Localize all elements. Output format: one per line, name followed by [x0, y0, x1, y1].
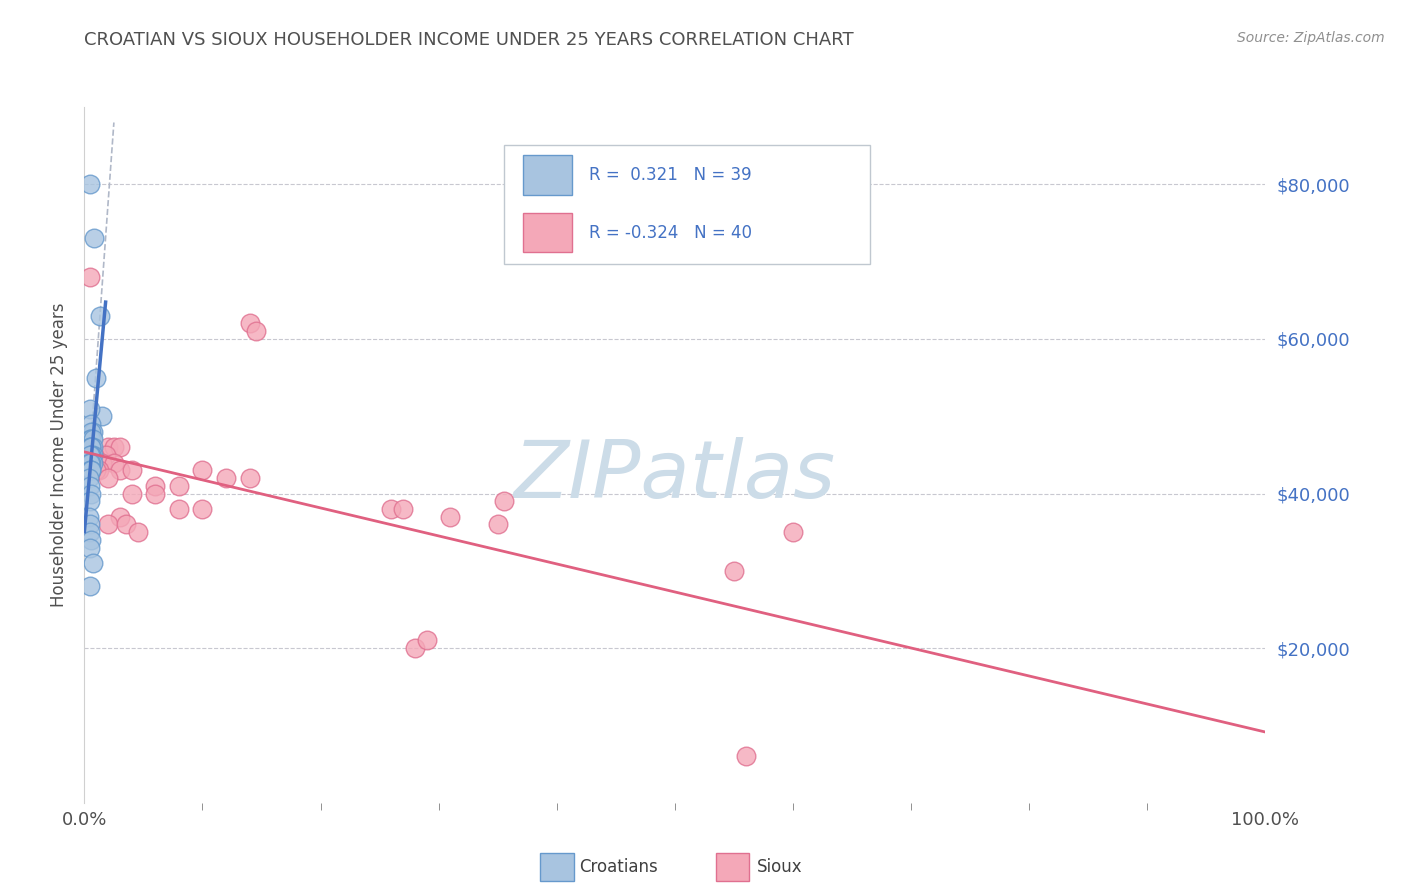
- Text: R =  0.321   N = 39: R = 0.321 N = 39: [589, 166, 751, 184]
- Point: [79, 433, 101, 447]
- Point: [87, 463, 110, 477]
- Point: [79, 440, 101, 454]
- Point: [80, 533, 103, 547]
- Y-axis label: Householder Income Under 25 years: Householder Income Under 25 years: [51, 302, 69, 607]
- Point: [80, 440, 103, 454]
- Point: [80, 417, 103, 431]
- Point: [108, 440, 131, 454]
- Point: [79, 456, 101, 470]
- Point: [79, 401, 101, 416]
- Point: [82, 425, 104, 439]
- Point: [79, 494, 101, 508]
- Point: [80, 433, 103, 447]
- Point: [97, 471, 120, 485]
- Point: [91, 456, 114, 470]
- Point: [79, 456, 101, 470]
- Point: [89, 309, 111, 323]
- Text: Croatians: Croatians: [579, 858, 658, 876]
- Point: [121, 486, 143, 500]
- Point: [79, 579, 101, 593]
- Point: [94, 448, 117, 462]
- Point: [103, 440, 125, 454]
- Text: CROATIAN VS SIOUX HOUSEHOLDER INCOME UNDER 25 YEARS CORRELATION CHART: CROATIAN VS SIOUX HOUSEHOLDER INCOME UND…: [84, 31, 853, 49]
- Point: [380, 502, 402, 516]
- Point: [143, 486, 166, 500]
- Point: [84, 463, 107, 477]
- Point: [782, 525, 804, 540]
- Point: [79, 479, 101, 493]
- Point: [79, 178, 101, 192]
- Point: [80, 463, 103, 477]
- Point: [239, 471, 262, 485]
- Point: [91, 409, 114, 424]
- Point: [80, 463, 103, 477]
- Point: [127, 525, 149, 540]
- Point: [79, 270, 101, 285]
- Point: [79, 448, 101, 462]
- Point: [80, 486, 103, 500]
- Point: [167, 479, 190, 493]
- Point: [80, 448, 103, 462]
- Point: [108, 509, 131, 524]
- Point: [486, 517, 509, 532]
- Point: [77, 471, 100, 485]
- Point: [80, 440, 103, 454]
- Point: [84, 370, 107, 384]
- Point: [392, 502, 415, 516]
- Point: [723, 564, 745, 578]
- Point: [97, 517, 120, 532]
- Point: [734, 749, 756, 764]
- Point: [82, 433, 104, 447]
- Point: [80, 433, 103, 447]
- Point: [82, 556, 104, 570]
- Point: [82, 448, 104, 462]
- Point: [191, 502, 214, 516]
- Text: R = -0.324   N = 40: R = -0.324 N = 40: [589, 224, 752, 242]
- Point: [121, 463, 143, 477]
- Point: [245, 324, 267, 338]
- Point: [77, 456, 100, 470]
- Text: Sioux: Sioux: [756, 858, 801, 876]
- Point: [79, 541, 101, 555]
- Point: [103, 456, 125, 470]
- Point: [167, 502, 190, 516]
- Point: [416, 633, 439, 648]
- Point: [79, 525, 101, 540]
- Point: [79, 433, 101, 447]
- Point: [80, 425, 103, 439]
- Point: [97, 440, 120, 454]
- Point: [439, 509, 461, 524]
- Point: [215, 471, 238, 485]
- Point: [114, 517, 136, 532]
- Point: [77, 509, 100, 524]
- Text: Source: ZipAtlas.com: Source: ZipAtlas.com: [1237, 31, 1385, 45]
- Point: [82, 440, 104, 454]
- Point: [79, 517, 101, 532]
- Text: ZIPatlas: ZIPatlas: [513, 437, 837, 515]
- Point: [108, 463, 131, 477]
- Point: [143, 479, 166, 493]
- Point: [79, 463, 101, 477]
- Point: [80, 456, 103, 470]
- Point: [404, 641, 426, 656]
- FancyBboxPatch shape: [503, 145, 870, 263]
- Point: [82, 456, 104, 470]
- Point: [80, 448, 103, 462]
- Point: [191, 463, 214, 477]
- FancyBboxPatch shape: [523, 213, 572, 252]
- Point: [492, 494, 515, 508]
- FancyBboxPatch shape: [523, 155, 572, 194]
- Point: [239, 317, 262, 331]
- Point: [83, 448, 105, 462]
- Point: [83, 231, 105, 245]
